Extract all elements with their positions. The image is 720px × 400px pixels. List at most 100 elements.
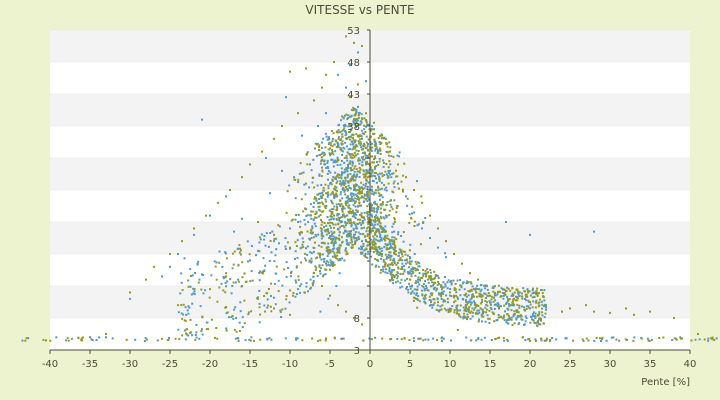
data-point xyxy=(370,204,373,207)
data-point xyxy=(307,220,310,223)
data-point xyxy=(539,319,542,322)
data-point xyxy=(316,256,319,259)
data-point xyxy=(261,150,263,153)
data-point xyxy=(193,227,195,230)
data-point xyxy=(447,308,450,311)
data-point xyxy=(372,235,375,238)
data-point xyxy=(697,333,699,335)
data-point xyxy=(257,296,259,299)
data-point xyxy=(177,304,179,307)
data-point xyxy=(406,286,408,288)
data-point xyxy=(518,304,521,307)
data-point xyxy=(525,308,528,310)
data-point xyxy=(322,137,325,140)
data-point xyxy=(401,255,404,258)
data-point xyxy=(543,299,546,302)
data-point xyxy=(505,319,508,322)
data-point xyxy=(304,223,307,226)
data-point xyxy=(363,170,366,173)
data-point xyxy=(362,173,365,176)
data-point xyxy=(168,337,170,339)
data-point xyxy=(253,339,256,342)
data-point xyxy=(391,225,394,228)
data-point xyxy=(331,145,334,148)
data-point xyxy=(325,135,328,138)
data-point xyxy=(379,193,382,196)
data-point xyxy=(264,310,266,313)
data-point xyxy=(263,235,266,237)
data-point xyxy=(387,166,390,169)
data-point xyxy=(218,250,221,253)
data-point xyxy=(192,292,195,295)
data-point xyxy=(381,203,384,206)
data-point xyxy=(392,182,395,185)
data-point xyxy=(332,153,335,156)
data-point xyxy=(459,316,462,319)
data-point xyxy=(379,188,382,191)
data-point xyxy=(415,267,418,270)
data-point xyxy=(125,338,128,341)
data-point xyxy=(357,185,360,188)
data-point xyxy=(485,285,487,287)
data-point xyxy=(374,217,377,219)
data-point xyxy=(297,288,299,291)
data-point xyxy=(474,289,477,291)
data-point xyxy=(423,289,426,292)
data-point xyxy=(367,143,369,146)
data-point xyxy=(289,70,291,73)
data-point xyxy=(327,252,330,255)
data-point xyxy=(393,268,396,271)
data-point xyxy=(191,302,194,305)
data-point xyxy=(380,141,383,144)
x-axis-label: Pente [%] xyxy=(641,377,690,388)
data-point xyxy=(321,285,323,287)
data-point xyxy=(530,315,533,318)
data-point xyxy=(422,283,425,286)
data-point xyxy=(345,131,347,134)
data-point xyxy=(183,257,186,260)
data-point xyxy=(360,223,363,226)
data-point xyxy=(324,132,327,135)
data-point xyxy=(322,186,325,189)
data-point xyxy=(378,180,381,183)
data-point xyxy=(373,121,375,124)
data-point xyxy=(336,258,339,261)
data-point xyxy=(367,171,370,174)
data-point xyxy=(533,315,536,318)
data-point xyxy=(407,291,410,294)
data-point xyxy=(527,306,530,309)
data-point xyxy=(354,197,357,200)
data-point xyxy=(432,277,435,280)
data-point xyxy=(320,230,323,233)
data-point xyxy=(325,192,328,195)
data-point xyxy=(356,152,359,155)
data-point xyxy=(257,249,259,252)
data-point xyxy=(377,186,380,189)
data-point xyxy=(355,126,357,129)
data-point xyxy=(404,279,407,282)
data-point xyxy=(414,282,417,284)
x-axis-ticks: -40 -35 -30 -25 -20 -15 -10 -5 0 5 10 15 20 25 30 35 40 xyxy=(42,350,696,370)
data-point xyxy=(524,298,526,300)
data-point xyxy=(436,274,439,277)
data-point xyxy=(488,309,491,312)
data-point xyxy=(470,282,473,285)
data-point xyxy=(523,323,526,326)
data-point xyxy=(181,334,184,337)
data-point xyxy=(343,190,346,193)
data-point xyxy=(490,308,493,311)
data-point xyxy=(544,339,547,342)
data-point xyxy=(352,204,355,207)
data-point xyxy=(216,337,219,340)
data-point xyxy=(239,253,242,256)
data-point xyxy=(401,253,403,255)
data-point xyxy=(396,271,399,274)
data-point xyxy=(357,51,359,54)
data-point xyxy=(214,265,217,268)
data-point xyxy=(341,150,344,153)
data-point xyxy=(358,197,361,200)
data-point xyxy=(277,279,280,282)
data-point xyxy=(313,201,315,204)
data-point xyxy=(311,176,314,179)
data-point xyxy=(679,336,682,339)
